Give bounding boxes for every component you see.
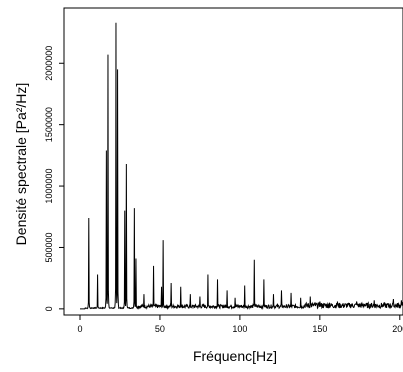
x-tick-label: 0 [77, 324, 82, 334]
y-axis: 0 500000 1000000 1500000 2000000 [44, 46, 64, 311]
x-axis: 0 50 100 150 200 [77, 315, 403, 334]
x-tick-label: 50 [155, 324, 165, 334]
x-axis-title: Fréquenc[Hz] [193, 348, 277, 364]
x-tick-label: 100 [232, 324, 247, 334]
y-tick-label: 2000000 [44, 46, 54, 81]
x-tick-label: 150 [312, 324, 327, 334]
y-tick-label: 1000000 [44, 169, 54, 204]
plot-frame [63, 7, 403, 316]
y-tick-label: 500000 [44, 232, 54, 262]
y-tick-label: 1500000 [44, 107, 54, 142]
spectrum-line [79, 22, 403, 311]
y-axis-title: Densité spectrale [Pa²/Hz] [13, 83, 29, 246]
x-tick-label: 200 [392, 324, 403, 334]
y-tick-label: 0 [44, 306, 54, 311]
